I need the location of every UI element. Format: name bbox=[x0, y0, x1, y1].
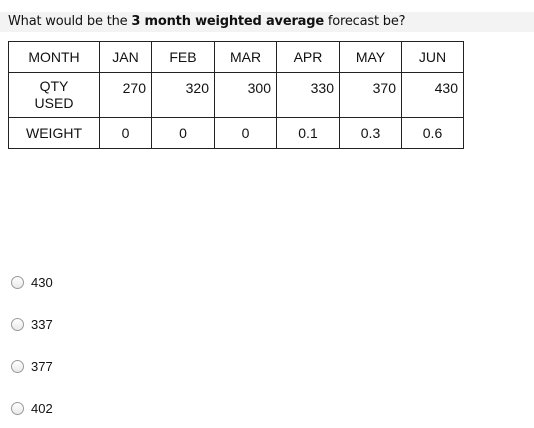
question-background bbox=[0, 12, 534, 32]
month-feb: FEB bbox=[151, 41, 215, 73]
month-jun: JUN bbox=[401, 41, 464, 73]
radio-button[interactable] bbox=[11, 401, 24, 415]
qty-feb: 320 bbox=[151, 72, 215, 118]
qty-label-line2: USED bbox=[34, 95, 74, 111]
forecast-table: MONTH JAN FEB MAR APR MAY JUN QTY USED 27… bbox=[8, 41, 464, 149]
answer-option[interactable]: 402 bbox=[11, 399, 53, 417]
weight-may: 0.3 bbox=[339, 117, 402, 149]
question-prefix: What would be the bbox=[8, 14, 132, 29]
qty-row: QTY USED 270 320 300 330 370 430 bbox=[8, 72, 464, 118]
answer-option[interactable]: 337 bbox=[11, 315, 53, 333]
qty-mar: 300 bbox=[214, 72, 277, 118]
radio-button[interactable] bbox=[11, 317, 24, 331]
radio-button[interactable] bbox=[11, 359, 24, 373]
weight-mar: 0 bbox=[214, 117, 277, 149]
weight-feb: 0 bbox=[151, 117, 215, 149]
weight-jun: 0.6 bbox=[401, 117, 464, 149]
month-header: MONTH bbox=[8, 41, 100, 73]
answer-option-label[interactable]: 430 bbox=[31, 274, 53, 290]
qty-apr: 330 bbox=[276, 72, 340, 118]
qty-jan: 270 bbox=[99, 72, 152, 118]
weight-label: WEIGHT bbox=[8, 117, 100, 149]
answer-option[interactable]: 430 bbox=[11, 273, 53, 291]
weight-jan: 0 bbox=[99, 117, 152, 149]
qty-may: 370 bbox=[339, 72, 402, 118]
qty-label: QTY USED bbox=[8, 72, 100, 118]
qty-label-line1: QTY bbox=[39, 78, 69, 94]
month-mar: MAR bbox=[214, 41, 277, 73]
month-jan: JAN bbox=[99, 41, 152, 73]
month-row: MONTH JAN FEB MAR APR MAY JUN bbox=[8, 41, 464, 73]
weight-apr: 0.1 bbox=[276, 117, 340, 149]
month-apr: APR bbox=[276, 41, 340, 73]
question-suffix: forecast be? bbox=[323, 14, 406, 29]
question-bold: 3 month weighted average bbox=[131, 14, 324, 29]
answer-option-label[interactable]: 402 bbox=[31, 400, 53, 416]
question-text: What would be the 3 month weighted avera… bbox=[8, 13, 406, 31]
month-may: MAY bbox=[339, 41, 402, 73]
qty-jun: 430 bbox=[401, 72, 464, 118]
answer-option[interactable]: 377 bbox=[11, 357, 53, 375]
weight-row: WEIGHT 0 0 0 0.1 0.3 0.6 bbox=[8, 117, 464, 149]
radio-button[interactable] bbox=[11, 275, 24, 289]
answer-option-label[interactable]: 337 bbox=[31, 316, 53, 332]
answer-option-label[interactable]: 377 bbox=[31, 358, 53, 374]
